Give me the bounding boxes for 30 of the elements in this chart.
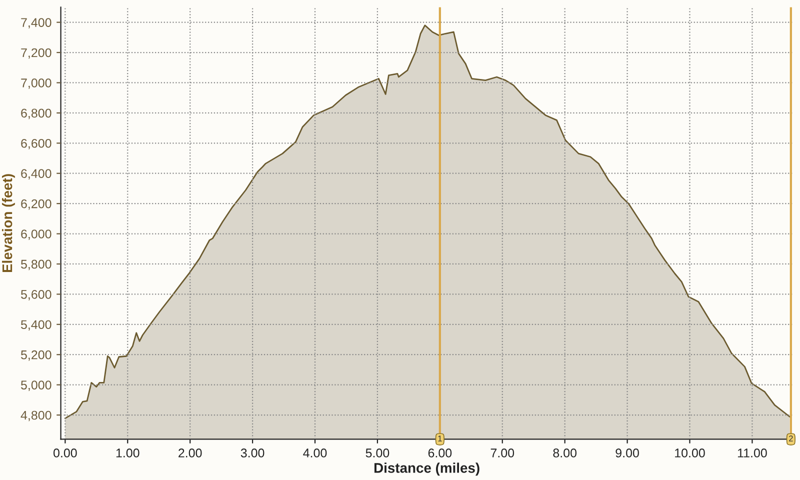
y-tick-label: 7,200 <box>21 48 52 59</box>
x-tick-label: 5.00 <box>366 448 390 458</box>
y-axis-title: Elevation (feet) <box>2 174 15 272</box>
x-tick-label: 4.00 <box>303 448 327 458</box>
y-tick-label: 5,400 <box>20 320 52 331</box>
y-tick-label: 6,800 <box>21 108 52 120</box>
y-tick-label: 4,800 <box>20 410 52 422</box>
annotation: 2 <box>789 436 793 442</box>
y-tick-label: 7,400 <box>21 18 52 28</box>
x-tick-label: 1.00 <box>116 448 140 458</box>
y-tick-label: 5,800 <box>20 260 52 270</box>
y-tick-label: 5,600 <box>20 290 52 300</box>
y-tick-label: 6,400 <box>21 169 52 180</box>
x-tick-label: 3.00 <box>240 448 264 458</box>
y-tick-label: 6,000 <box>21 230 52 240</box>
x-tick-label: 2.00 <box>178 448 202 458</box>
y-tick-label: 7,000 <box>21 78 52 89</box>
x-tick-label: 9.00 <box>616 448 639 458</box>
x-tick-label: 0.00 <box>53 448 77 458</box>
y-tick-label: 5,200 <box>20 350 52 361</box>
x-axis-title: Distance (miles) <box>374 462 480 476</box>
y-tick-label: 6,200 <box>21 199 52 210</box>
x-tick-label: 11.00 <box>738 448 767 458</box>
x-tick-label: 10.00 <box>675 448 705 458</box>
y-tick-label: 5,000 <box>20 380 52 391</box>
annotation: 1 <box>438 436 442 442</box>
x-tick-label: 8.00 <box>553 448 577 458</box>
x-tick-label: 6.00 <box>428 448 452 458</box>
x-tick-label: 7.00 <box>490 448 514 458</box>
y-tick-label: 6,600 <box>21 138 52 150</box>
